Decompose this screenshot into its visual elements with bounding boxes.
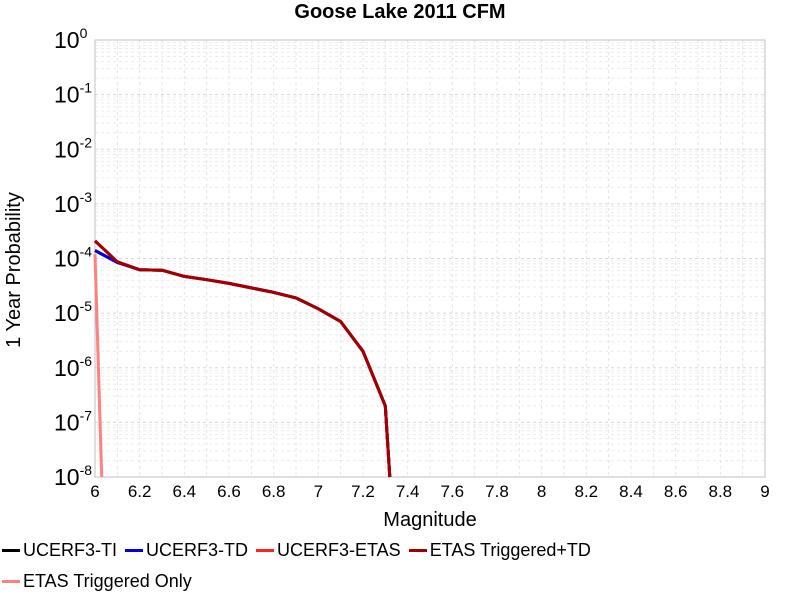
x-tick-label: 6.4 xyxy=(173,482,197,501)
y-tick-exponent: -2 xyxy=(80,134,93,150)
y-tick-exponent: -4 xyxy=(80,244,93,260)
legend-item-etas-triggered-only: ETAS Triggered Only xyxy=(0,571,192,592)
y-tick-exponent: -5 xyxy=(80,298,93,314)
y-tick-label: 10-5 xyxy=(54,298,92,326)
x-tick-label: 6.2 xyxy=(128,482,152,501)
grid xyxy=(94,40,766,478)
legend-item-ucerf3-td: UCERF3-TD xyxy=(123,540,248,561)
legend-item-ucerf3-ti: UCERF3-TI xyxy=(0,540,117,561)
x-tick-label: 8 xyxy=(537,482,546,501)
legend-swatch-etas-triggered-td xyxy=(408,548,427,552)
y-tick-label: 10-4 xyxy=(54,244,92,272)
legend-swatch-ucerf3-td xyxy=(125,548,143,552)
legend-label-etas-triggered-only: ETAS Triggered Only xyxy=(23,570,192,591)
x-tick-label: 6.8 xyxy=(262,482,286,501)
y-tick-exponent: 0 xyxy=(80,25,88,41)
x-tick-label: 8.4 xyxy=(619,482,643,501)
x-tick-label: 8.2 xyxy=(575,482,599,501)
y-tick-base: 10 xyxy=(54,82,80,108)
legend-label-etas-triggered-td: ETAS Triggered+TD xyxy=(429,539,591,560)
x-tick-label: 7.4 xyxy=(396,482,420,501)
x-tick-label: 8.8 xyxy=(709,482,733,501)
legend-item-etas-triggered-td: ETAS Triggered+TD xyxy=(407,540,591,561)
y-tick-exponent: -8 xyxy=(80,462,93,478)
series-group xyxy=(93,239,392,478)
series-line-3 xyxy=(93,239,392,478)
y-tick-base: 10 xyxy=(54,191,80,217)
x-tick-label: 6 xyxy=(90,482,99,501)
legend-label-ucerf3-td: UCERF3-TD xyxy=(146,539,248,560)
x-tick-label: 9 xyxy=(760,482,769,501)
y-tick-label: 10-8 xyxy=(54,462,92,490)
legend-label-ucerf3-ti: UCERF3-TI xyxy=(23,539,117,560)
y-tick-label: 10-2 xyxy=(54,134,92,162)
y-tick-label: 10-1 xyxy=(54,80,92,108)
y-tick-exponent: -7 xyxy=(80,407,93,423)
y-tick-exponent: -3 xyxy=(80,189,93,205)
y-tick-label: 100 xyxy=(54,25,88,53)
y-axis-label: 1 Year Probability xyxy=(3,192,25,348)
x-tick-label: 6.6 xyxy=(217,482,241,501)
y-tick-base: 10 xyxy=(54,136,80,162)
y-tick-label: 10-6 xyxy=(54,353,92,381)
legend-item-ucerf3-etas: UCERF3-ETAS xyxy=(254,540,401,561)
y-tick-base: 10 xyxy=(54,27,80,53)
chart-title: Goose Lake 2011 CFM xyxy=(294,1,505,23)
y-tick-base: 10 xyxy=(54,355,80,381)
y-tick-base: 10 xyxy=(54,409,80,435)
x-tick-label: 7.2 xyxy=(351,482,375,501)
x-axis-label: Magnitude xyxy=(383,509,476,531)
legend-row-1: UCERF3-TI UCERF3-TD UCERF3-ETAS ETAS Tri… xyxy=(0,536,597,564)
legend-row-2: ETAS Triggered Only xyxy=(0,567,198,595)
x-tick-labels: 6 6.2 6.4 6.6 6.8 7 7.2 7.4 7.6 7.8 8 8.2 8.4 8.6 8.8 9 xyxy=(90,482,769,501)
x-tick-label: 8.6 xyxy=(664,482,688,501)
x-tick-label: 7.6 xyxy=(441,482,465,501)
y-tick-label: 10-3 xyxy=(54,189,92,217)
y-tick-label: 10-7 xyxy=(54,407,92,435)
y-tick-exponent: -6 xyxy=(80,353,93,369)
y-tick-base: 10 xyxy=(54,464,80,490)
legend: UCERF3-TI UCERF3-TD UCERF3-ETAS ETAS Tri… xyxy=(0,536,800,600)
legend-label-ucerf3-etas: UCERF3-ETAS xyxy=(277,539,401,560)
legend-swatch-etas-triggered-only xyxy=(2,579,20,583)
y-tick-base: 10 xyxy=(54,300,80,326)
series-line-4 xyxy=(93,254,104,478)
x-tick-label: 7.8 xyxy=(485,482,509,501)
legend-swatch-ucerf3-ti xyxy=(2,548,20,552)
y-tick-base: 10 xyxy=(54,246,80,272)
y-tick-exponent: -1 xyxy=(80,80,93,96)
legend-swatch-ucerf3-etas xyxy=(256,548,274,552)
x-tick-label: 7 xyxy=(314,482,323,501)
